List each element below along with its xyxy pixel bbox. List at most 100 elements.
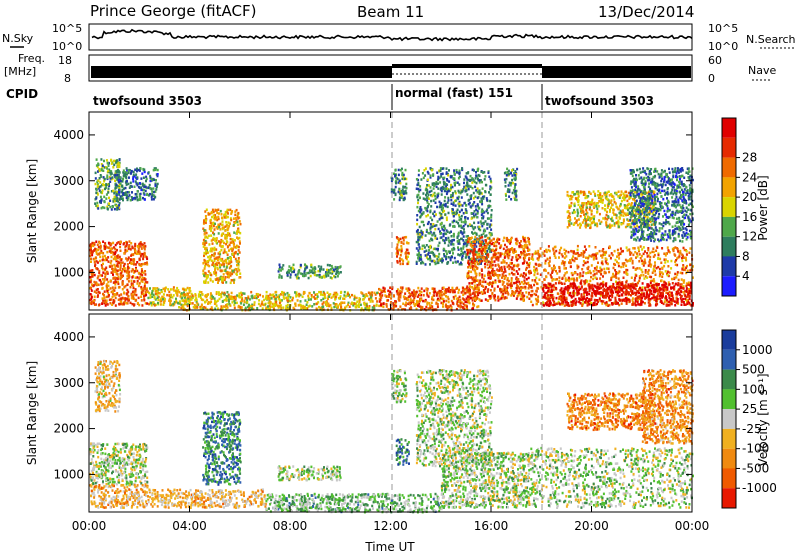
range-cell xyxy=(229,304,231,307)
range-cell xyxy=(430,238,432,241)
range-cell xyxy=(416,219,418,222)
range-cell xyxy=(644,258,646,261)
range-cell xyxy=(128,256,130,259)
range-cell xyxy=(236,260,238,263)
range-cell xyxy=(623,277,625,280)
range-cell xyxy=(547,272,549,275)
range-cell xyxy=(99,177,101,180)
range-cell xyxy=(288,270,290,273)
range-cell xyxy=(399,257,401,260)
range-cell xyxy=(518,268,520,271)
range-cell xyxy=(116,208,118,211)
range-cell xyxy=(212,209,214,212)
range-cell xyxy=(304,299,306,302)
range-cell xyxy=(423,224,425,227)
range-cell xyxy=(153,301,155,304)
range-cell xyxy=(104,248,106,251)
range-cell xyxy=(421,261,423,264)
range-cell xyxy=(344,307,346,310)
range-cell xyxy=(403,186,405,189)
range-cell xyxy=(497,264,499,267)
range-cell xyxy=(159,292,161,295)
range-cell xyxy=(417,199,419,202)
range-cell xyxy=(300,300,302,303)
range-cell xyxy=(461,209,463,212)
range-cell xyxy=(108,187,110,190)
range-cell xyxy=(99,303,101,306)
range-cell xyxy=(230,241,232,244)
range-cell xyxy=(401,291,403,294)
range-cell xyxy=(120,267,122,270)
range-cell xyxy=(157,302,159,305)
range-cell xyxy=(417,257,419,260)
range-cell xyxy=(456,169,458,172)
range-cell xyxy=(119,286,121,289)
range-cell xyxy=(304,263,306,266)
range-cell xyxy=(490,214,492,217)
range-cell xyxy=(467,266,469,269)
range-cell xyxy=(237,224,239,227)
range-cell xyxy=(109,265,111,268)
range-cell xyxy=(146,193,148,196)
range-cell xyxy=(128,240,130,243)
range-cell xyxy=(122,192,124,195)
range-cell xyxy=(427,223,429,226)
range-cell xyxy=(283,297,285,300)
range-cell xyxy=(528,241,530,244)
range-cell xyxy=(104,188,106,191)
range-cell xyxy=(514,187,516,190)
range-cell xyxy=(144,263,146,266)
range-cell xyxy=(520,298,522,301)
range-cell xyxy=(471,257,473,260)
range-cell xyxy=(443,239,445,242)
range-cell xyxy=(204,236,206,239)
range-cell xyxy=(648,269,650,272)
range-cell xyxy=(330,304,332,307)
range-cell xyxy=(326,272,328,275)
range-cell xyxy=(438,253,440,256)
range-cell xyxy=(398,191,400,194)
range-cell xyxy=(451,256,453,259)
range-cell xyxy=(424,198,426,201)
range-cell xyxy=(480,192,482,195)
range-cell xyxy=(139,258,141,261)
range-cell xyxy=(457,222,459,225)
range-cell xyxy=(452,303,454,306)
range-cell xyxy=(605,272,607,275)
range-cell xyxy=(138,186,140,189)
range-cell xyxy=(450,184,452,187)
range-cell xyxy=(105,267,107,270)
range-cell xyxy=(116,160,118,163)
range-cell xyxy=(512,192,514,195)
range-cell xyxy=(503,261,505,264)
range-cell xyxy=(493,289,495,292)
range-cell xyxy=(500,252,502,255)
range-cell xyxy=(492,264,494,267)
range-cell xyxy=(426,301,428,304)
range-cell xyxy=(344,291,346,294)
range-cell xyxy=(479,237,481,240)
range-cell xyxy=(452,262,454,265)
range-cell xyxy=(308,299,310,302)
range-cell xyxy=(434,248,436,251)
range-cell xyxy=(417,202,419,205)
range-cell xyxy=(405,256,407,259)
range-cell xyxy=(470,297,472,300)
range-cell xyxy=(211,239,213,242)
range-cell xyxy=(142,281,144,284)
range-cell xyxy=(208,301,210,304)
range-cell xyxy=(333,302,335,305)
range-cell xyxy=(470,271,472,274)
range-cell xyxy=(98,252,100,255)
range-cell xyxy=(458,177,460,180)
range-cell xyxy=(386,303,388,306)
range-cell xyxy=(340,306,342,309)
range-cell xyxy=(236,232,238,235)
range-cell xyxy=(443,248,445,251)
range-cell xyxy=(372,306,374,309)
range-cell xyxy=(518,291,520,294)
range-cell xyxy=(218,212,220,215)
range-cell xyxy=(471,212,473,215)
range-cell xyxy=(678,256,680,259)
range-cell xyxy=(460,253,462,256)
